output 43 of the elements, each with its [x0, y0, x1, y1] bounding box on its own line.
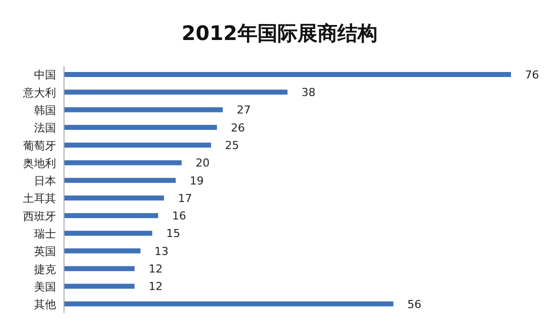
- data-label: 12: [148, 262, 163, 276]
- bar: [64, 124, 217, 130]
- data-label: 16: [172, 210, 186, 223]
- bar: [64, 90, 288, 95]
- bar: [64, 301, 394, 306]
- data-label: 17: [178, 192, 192, 205]
- data-label: 27: [236, 104, 251, 117]
- y-tick-label: 奥地利: [23, 156, 56, 170]
- y-tick-label: 西班牙: [23, 210, 56, 223]
- y-tick-label: 土耳其: [23, 192, 56, 206]
- y-tick-label: 日本: [34, 174, 56, 188]
- y-tick-label: 美国: [34, 280, 56, 294]
- bar: [64, 72, 511, 77]
- bar: [64, 160, 182, 166]
- data-label: 76: [525, 68, 539, 82]
- y-tick-label: 意大利: [22, 86, 56, 100]
- bar: [64, 248, 140, 254]
- bar: [64, 178, 176, 183]
- data-label: 25: [225, 138, 240, 152]
- data-label: 15: [166, 227, 180, 240]
- bar: [64, 142, 212, 148]
- data-label: 19: [190, 174, 204, 188]
- bar: [64, 196, 164, 200]
- bar: [64, 107, 223, 112]
- data-label: 13: [154, 244, 168, 258]
- data-label: 26: [230, 121, 245, 134]
- data-label: 20: [196, 156, 210, 170]
- y-tick-label: 韩国: [34, 104, 56, 118]
- y-tick-label: 法国: [34, 122, 56, 135]
- bar: [64, 284, 135, 289]
- y-tick-label: 中国: [34, 68, 56, 82]
- y-tick-label: 英国: [34, 245, 56, 258]
- y-tick-label: 瑞士: [34, 228, 56, 241]
- y-tick-label: 其他: [34, 298, 56, 312]
- bar: [64, 213, 158, 218]
- y-tick-label: 葡萄牙: [23, 139, 56, 152]
- data-label: 38: [302, 86, 316, 100]
- y-tick-label: 捷克: [34, 262, 56, 276]
- data-label: 56: [407, 298, 422, 311]
- chart-title: 2012年国际展商结构: [180, 20, 378, 47]
- bar: [64, 266, 135, 272]
- bar: [64, 230, 152, 236]
- data-label: 12: [148, 280, 163, 294]
